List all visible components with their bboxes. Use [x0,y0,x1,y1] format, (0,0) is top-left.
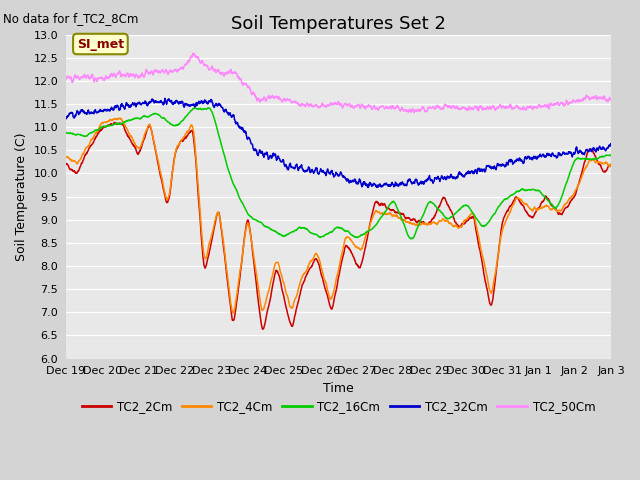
TC2_4Cm [90,133,98,139]
TC2_2Cm [259,326,267,332]
TC2_32Cm [161,96,169,101]
TC2_50Cm [607,96,615,102]
TC2_50Cm [328,101,335,107]
Line: TC2_16Cm: TC2_16Cm [66,108,611,239]
TC2_2Cm [607,163,615,169]
TC2_16Cm [592,156,600,162]
TC2_50Cm [492,107,500,113]
TC2_50Cm [592,93,600,98]
TC2_4Cm [62,154,70,160]
TC2_32Cm [328,169,335,175]
TC2_32Cm [492,165,500,171]
TC2_50Cm [62,76,70,82]
TC2_50Cm [592,93,600,98]
Title: Soil Temperatures Set 2: Soil Temperatures Set 2 [231,15,446,33]
Line: TC2_32Cm: TC2_32Cm [66,98,611,188]
TC2_32Cm [592,149,600,155]
Line: TC2_4Cm: TC2_4Cm [66,118,611,313]
Y-axis label: Soil Temperature (C): Soil Temperature (C) [15,132,28,261]
TC2_16Cm [408,236,415,241]
TC2_4Cm [592,159,600,165]
TC2_2Cm [592,155,600,161]
Line: TC2_50Cm: TC2_50Cm [66,53,611,112]
TC2_16Cm [62,130,70,135]
TC2_16Cm [90,129,98,134]
TC2_50Cm [90,78,98,84]
TC2_32Cm [313,165,321,171]
TC2_2Cm [328,306,335,312]
TC2_2Cm [592,154,600,160]
TC2_16Cm [191,105,198,111]
TC2_2Cm [90,139,98,144]
TC2_32Cm [62,116,70,122]
TC2_32Cm [364,185,372,191]
TC2_50Cm [313,103,321,109]
TC2_50Cm [410,109,418,115]
X-axis label: Time: Time [323,382,354,395]
TC2_2Cm [314,257,321,263]
TC2_32Cm [90,111,98,117]
TC2_16Cm [492,209,500,215]
TC2_50Cm [190,50,198,56]
TC2_4Cm [607,161,615,167]
Legend: TC2_2Cm, TC2_4Cm, TC2_16Cm, TC2_32Cm, TC2_50Cm: TC2_2Cm, TC2_4Cm, TC2_16Cm, TC2_32Cm, TC… [77,395,600,418]
TC2_32Cm [592,149,600,155]
TC2_16Cm [607,152,615,158]
TC2_2Cm [492,273,500,278]
TC2_16Cm [592,156,600,161]
TC2_4Cm [230,310,237,316]
Line: TC2_2Cm: TC2_2Cm [66,122,611,329]
TC2_16Cm [313,232,321,238]
TC2_4Cm [492,268,500,274]
TC2_4Cm [314,252,321,258]
TC2_4Cm [328,295,335,301]
Text: SI_met: SI_met [77,37,124,50]
TC2_16Cm [328,228,335,234]
TC2_32Cm [607,141,615,147]
TC2_4Cm [592,159,600,165]
TC2_2Cm [110,120,118,125]
Text: No data for f_TC2_8Cm: No data for f_TC2_8Cm [3,12,139,25]
TC2_4Cm [116,115,124,121]
TC2_2Cm [62,161,70,167]
